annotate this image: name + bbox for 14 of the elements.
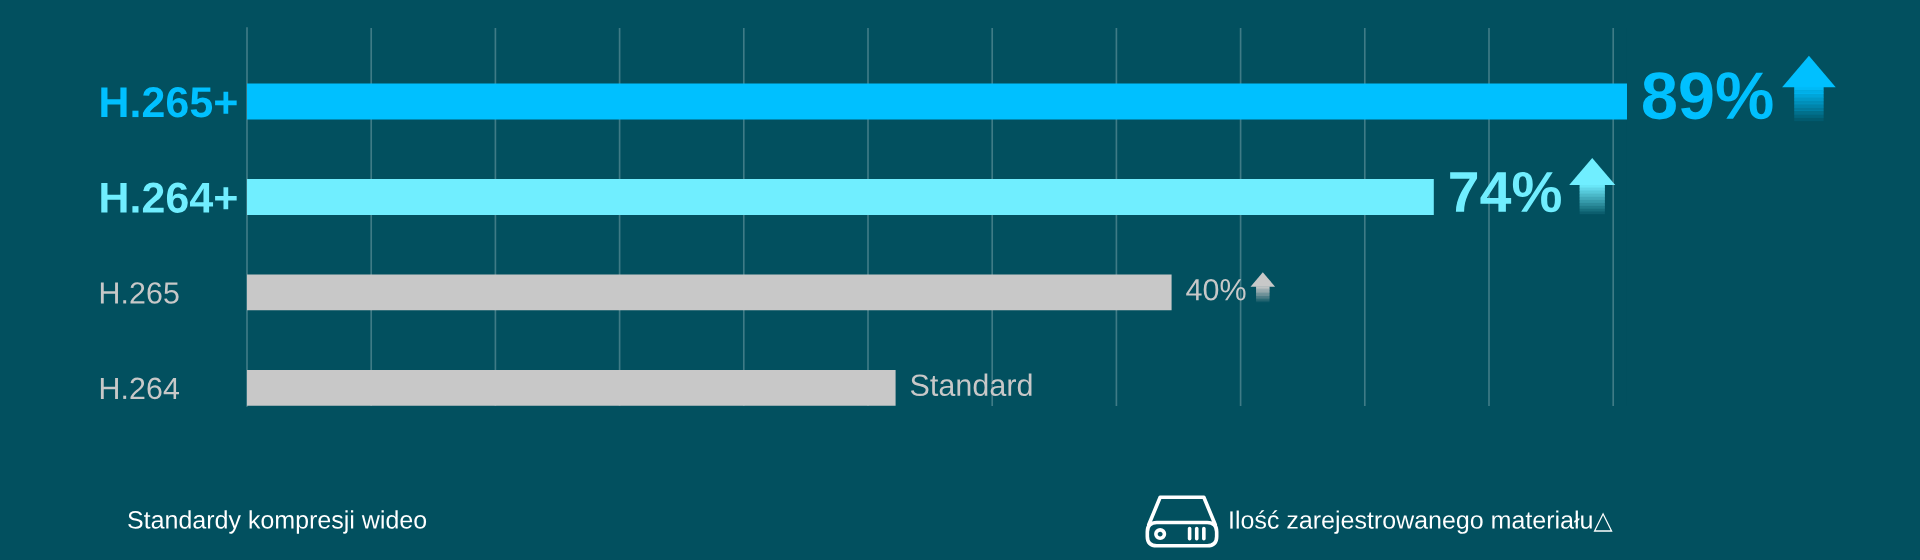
annotation: 40% — [1186, 278, 1246, 301]
annotation: 74% — [1450, 171, 1561, 213]
bar — [247, 179, 1434, 215]
y-tick-label: H.265 — [100, 282, 179, 304]
bar — [247, 274, 1172, 311]
x-axis-title: Ilość zarejestrowanego materiału△ — [1230, 510, 1613, 534]
y-tick-label: H.264 — [100, 377, 180, 400]
y-tick-label: H.265+ — [101, 87, 237, 118]
y-tick-label: H.264+ — [101, 182, 237, 213]
bar — [247, 83, 1627, 120]
bar — [247, 369, 896, 406]
annotation: 89% — [1643, 72, 1773, 120]
annotation: Standard — [910, 373, 1032, 397]
y-axis-title: Standardy kompresji wideo — [128, 510, 427, 534]
